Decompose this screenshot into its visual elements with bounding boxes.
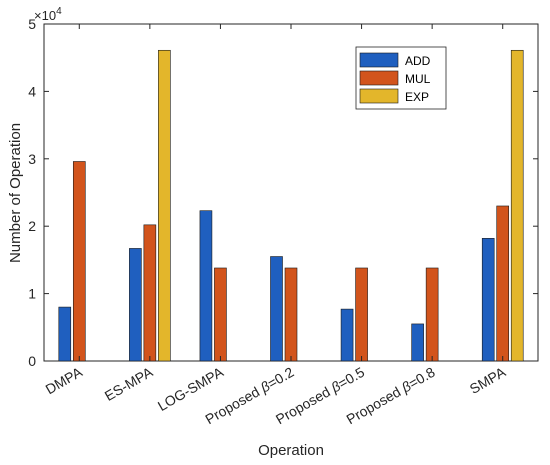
bar-add-6 <box>411 323 424 362</box>
bar-add-1 <box>58 306 72 362</box>
bar-mul-7 <box>496 205 510 362</box>
x-tick-label: ES-MPA <box>102 363 156 404</box>
legend-swatch-exp <box>359 88 399 104</box>
y-tick-label: 2 <box>28 218 36 234</box>
bar-exp-2 <box>158 49 171 362</box>
bar-add-3 <box>199 210 213 362</box>
bar-add-5 <box>340 308 354 362</box>
bars-layer <box>58 49 524 362</box>
legend-swatch-mul <box>359 70 399 86</box>
x-tick-label: SMPA <box>467 363 509 397</box>
bar-exp-7 <box>510 49 524 362</box>
y-exponent-label: ×104 <box>34 6 62 23</box>
legend-label-mul: MUL <box>405 72 431 86</box>
y-axis: 0 1 2 3 4 5 <box>28 16 538 369</box>
bar-mul-2 <box>143 224 157 362</box>
legend-swatch-add <box>359 52 399 68</box>
y-tick-label: 5 <box>28 16 36 32</box>
bar-mul-1 <box>72 161 86 362</box>
legend-label-add: ADD <box>405 54 431 68</box>
bar-mul-6 <box>425 267 439 362</box>
y-tick-label: 1 <box>28 286 36 302</box>
bar-add-7 <box>481 238 495 362</box>
bar-mul-4 <box>284 267 298 362</box>
x-tick-label: DMPA <box>43 363 86 397</box>
y-tick-label: 4 <box>28 83 36 99</box>
bar-add-2 <box>129 248 142 362</box>
x-axis-title: Operation <box>258 442 324 459</box>
legend-label-exp: EXP <box>405 90 429 104</box>
bar-mul-3 <box>214 267 227 362</box>
y-tick-label: 0 <box>28 353 36 369</box>
bar-mul-5 <box>355 267 368 362</box>
y-tick-label: 3 <box>28 151 36 167</box>
y-axis-title: Number of Operation <box>7 123 24 263</box>
bar-add-4 <box>270 256 283 362</box>
legend: ADD MUL EXP <box>355 46 447 110</box>
